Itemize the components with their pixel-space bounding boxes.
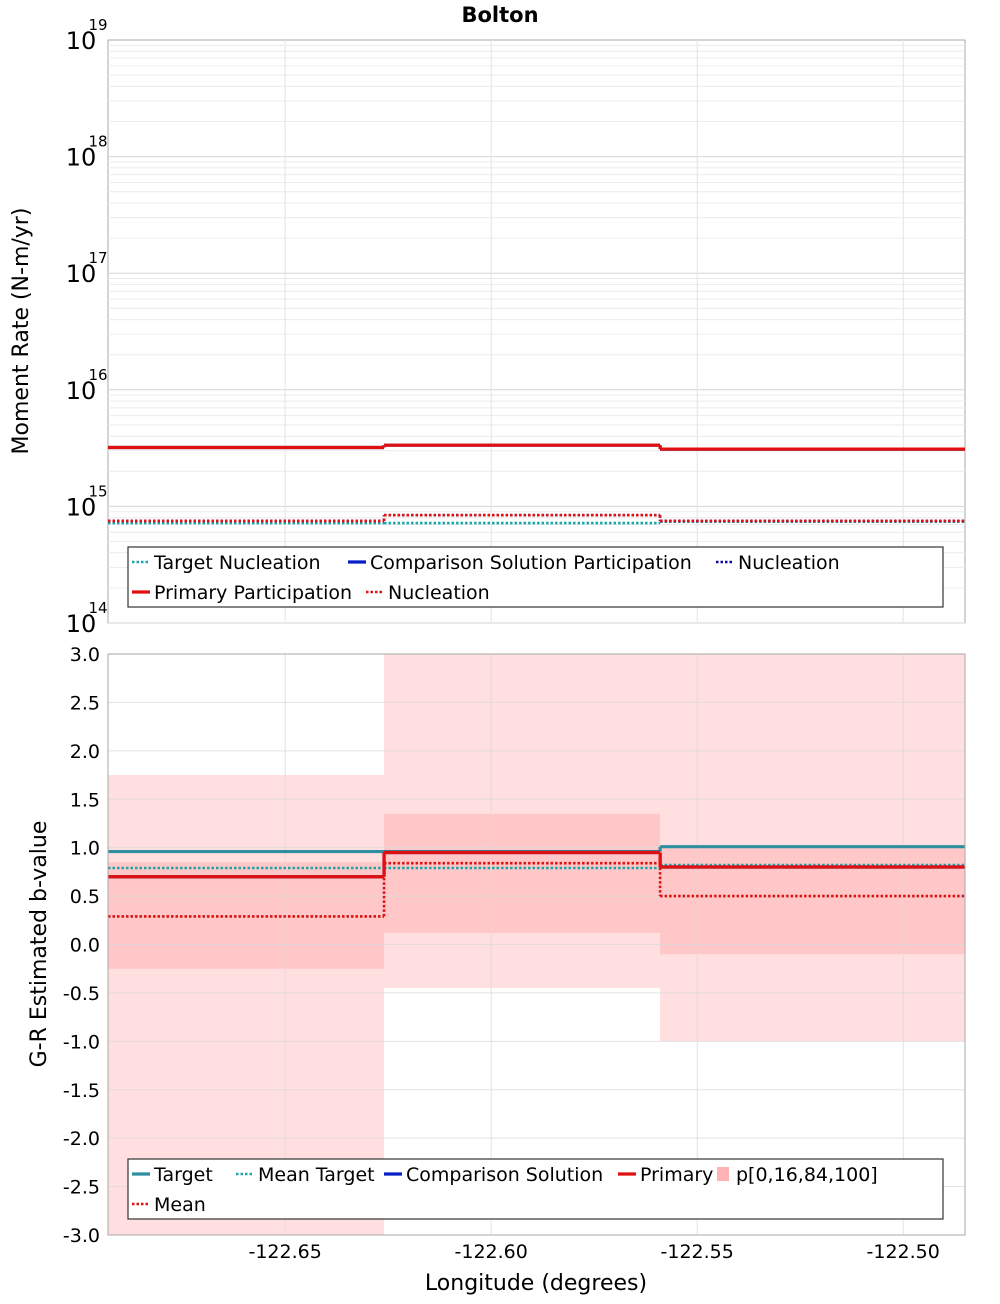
y-tick-exponent: 14 xyxy=(88,599,107,617)
y-tick-label: -1.5 xyxy=(63,1080,100,1102)
b-value-panel: -3.0 -2.5 -2.0 -1.5 -1.0 -0.5 0.0 0.5 1.0 1.5 2.0 2… xyxy=(27,644,966,1296)
y-tick-label: -1.0 xyxy=(63,1031,100,1053)
legend-label: Target Nucleation xyxy=(153,552,321,574)
y-tick-label: -0.5 xyxy=(63,983,100,1005)
moment-rate-plot-area xyxy=(107,39,966,624)
b-value-series xyxy=(108,845,965,918)
moment-rate-series xyxy=(108,443,965,525)
y-tick-exponent: 17 xyxy=(88,249,107,267)
legend-label: Nucleation xyxy=(388,582,490,604)
band-p16-84 xyxy=(660,847,965,955)
legend-label: p[0,16,84,100] xyxy=(736,1164,878,1186)
series-nucleation xyxy=(108,513,965,523)
moment-rate-grid xyxy=(108,40,965,624)
legend-item: Mean xyxy=(132,1194,206,1216)
y-tick-label: 1.5 xyxy=(70,789,100,811)
y-tick-exponent: 19 xyxy=(88,16,107,34)
x-tick-label: -122.65 xyxy=(248,1241,321,1263)
b-value-y-axis-label: G-R Estimated b-value xyxy=(27,821,52,1068)
legend-label: Mean Target xyxy=(258,1164,375,1186)
b-value-legend: Target Mean Target Comparison Solution Prim… xyxy=(127,1158,944,1220)
b-value-legend-box xyxy=(127,1158,944,1220)
y-tick-label: 10 xyxy=(66,610,97,638)
series-primary xyxy=(108,850,965,879)
legend-item: Mean Target xyxy=(236,1164,375,1186)
legend-label: Comparison Solution xyxy=(406,1164,603,1186)
legend-item: Comparison Solution xyxy=(384,1164,603,1186)
x-tick-label: -122.55 xyxy=(661,1241,734,1263)
y-tick-label: 0.5 xyxy=(70,886,100,908)
chart-title: Bolton xyxy=(461,3,538,27)
b-value-y-ticks: -3.0 -2.5 -2.0 -1.5 -1.0 -0.5 0.0 0.5 1.0 1.5 2.0 2… xyxy=(63,644,100,1247)
legend-label: Target xyxy=(153,1164,213,1186)
x-ticks: -122.65 -122.60 -122.55 -122.50 xyxy=(248,1241,939,1263)
y-tick-label: 10 xyxy=(66,377,97,405)
legend-label: Primary xyxy=(640,1164,713,1186)
y-tick-label: 10 xyxy=(66,27,97,55)
y-tick-label: -3.0 xyxy=(63,1225,100,1247)
y-tick-label: 1.0 xyxy=(70,838,100,860)
legend-label: Comparison Solution Participation xyxy=(370,552,692,574)
legend-item: p[0,16,84,100] xyxy=(717,1164,878,1186)
x-tick-label: -122.50 xyxy=(867,1241,940,1263)
y-tick-label: 10 xyxy=(66,260,97,288)
series-primary-participation xyxy=(108,443,965,451)
x-tick-label: -122.60 xyxy=(455,1241,528,1263)
moment-rate-legend-box xyxy=(127,546,944,608)
y-tick-label: 10 xyxy=(66,144,97,172)
legend-label: Nucleation xyxy=(738,552,840,574)
legend-item: Nucleation xyxy=(366,582,490,604)
y-tick-label: -2.5 xyxy=(63,1177,100,1199)
b-value-plot-frame xyxy=(107,653,966,1236)
legend-label: Mean xyxy=(154,1194,206,1216)
legend-item: Comparison Solution Participation xyxy=(348,552,692,574)
moment-rate-y-axis-label: Moment Rate (N-m/yr) xyxy=(9,208,34,455)
legend-item: Target xyxy=(132,1164,213,1186)
moment-rate-legend: Target Nucleation Comparison Solution Par… xyxy=(127,546,944,608)
y-tick-exponent: 18 xyxy=(88,133,107,151)
y-tick-label: 0.0 xyxy=(70,935,100,957)
legend-item: Nucleation xyxy=(716,552,840,574)
y-tick-label: -2.0 xyxy=(63,1128,100,1150)
x-axis-label: Longitude (degrees) xyxy=(425,1271,647,1296)
y-tick-label: 3.0 xyxy=(70,644,100,666)
y-tick-label: 2.5 xyxy=(70,692,100,714)
y-tick-label: 10 xyxy=(66,493,97,521)
band-p16-84 xyxy=(384,813,661,933)
legend-label: Primary Participation xyxy=(154,582,352,604)
legend-item: Target Nucleation xyxy=(132,552,321,574)
legend-item: Primary xyxy=(618,1164,713,1186)
legend-swatch xyxy=(717,1167,729,1181)
y-tick-exponent: 16 xyxy=(88,366,107,384)
y-tick-exponent: 15 xyxy=(88,482,107,500)
legend-item: Primary Participation xyxy=(132,582,352,604)
y-tick-label: 2.0 xyxy=(70,741,100,763)
series-mean xyxy=(108,861,965,918)
